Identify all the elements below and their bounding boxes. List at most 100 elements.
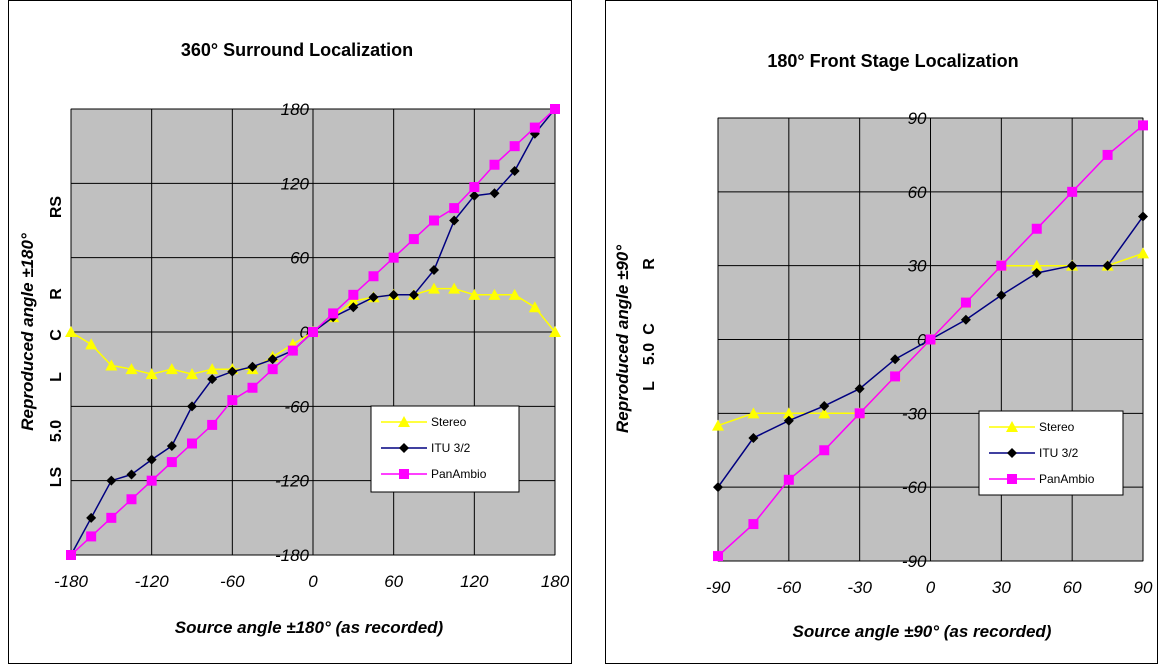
data-point xyxy=(86,531,97,542)
legend-box xyxy=(370,405,520,493)
speaker-label: L xyxy=(48,372,65,382)
data-point xyxy=(819,445,830,456)
data-point xyxy=(1067,186,1078,197)
data-point xyxy=(368,292,379,303)
series-panambio xyxy=(66,104,560,560)
x-tick-label: -60 xyxy=(220,572,245,591)
chart-panel-front-stage: 180° Front Stage Localization 90 60 30 0 -30 -… xyxy=(605,0,1158,664)
data-point xyxy=(165,363,178,375)
data-point xyxy=(429,215,439,226)
x-tick-label: 90 xyxy=(1134,578,1153,597)
y-tick-label: 90 xyxy=(908,109,927,128)
legend-label: PanAmbio xyxy=(431,467,487,481)
data-point xyxy=(388,252,399,263)
data-point xyxy=(1031,223,1042,234)
data-point xyxy=(166,440,177,451)
y-tick-label: 60 xyxy=(908,183,927,202)
legend-label: ITU 3/2 xyxy=(431,441,471,455)
data-point xyxy=(468,288,481,300)
data-point xyxy=(267,354,278,365)
x-tick-label: -60 xyxy=(777,578,802,597)
speaker-label: RS xyxy=(48,196,65,219)
speaker-label: R xyxy=(48,288,65,300)
data-point xyxy=(328,308,339,319)
x-tick-label: -120 xyxy=(135,572,170,591)
data-point xyxy=(1031,268,1042,279)
legend-label: Stereo xyxy=(1039,420,1075,434)
legend: Stereo ITU 3/2 PanAmbio xyxy=(370,405,520,493)
data-point xyxy=(126,469,137,480)
legend-label: Stereo xyxy=(431,415,467,429)
data-point xyxy=(1138,211,1148,222)
data-point xyxy=(890,354,901,365)
data-point xyxy=(388,289,399,300)
data-point xyxy=(65,326,77,337)
data-point xyxy=(125,363,138,375)
data-point xyxy=(783,415,794,426)
data-point xyxy=(287,345,298,356)
y-tick-label: 60 xyxy=(290,249,309,268)
surround-chart: 360° Surround Localization 180 120 60 0 -60 -1… xyxy=(18,40,570,637)
data-point xyxy=(818,407,831,419)
data-point xyxy=(86,512,97,523)
legend-marker xyxy=(398,416,410,427)
data-point xyxy=(1102,260,1113,271)
y-tick-label: -60 xyxy=(902,478,927,497)
data-point xyxy=(549,326,561,337)
data-point xyxy=(428,282,440,294)
data-point xyxy=(348,302,359,313)
data-point xyxy=(508,288,521,300)
legend-label: PanAmbio xyxy=(1039,472,1095,486)
data-point xyxy=(207,419,218,430)
data-point xyxy=(126,494,137,505)
data-point xyxy=(782,407,795,419)
data-point xyxy=(925,334,936,345)
x-tick-label: -180 xyxy=(54,572,89,591)
data-point xyxy=(247,382,258,393)
data-point xyxy=(186,368,198,380)
x-axis-title: Source angle ±90° (as recorded) xyxy=(793,622,1052,641)
legend-marker xyxy=(399,469,409,479)
x-tick-label: 0 xyxy=(926,578,936,597)
data-point xyxy=(528,301,541,313)
data-point xyxy=(308,327,318,337)
data-point xyxy=(207,374,218,385)
data-point xyxy=(489,188,500,199)
legend-label: ITU 3/2 xyxy=(1039,446,1079,460)
data-point xyxy=(105,359,118,371)
data-point xyxy=(106,475,117,486)
data-point xyxy=(449,203,460,214)
data-point xyxy=(1067,260,1078,271)
series-panambio xyxy=(713,120,1148,562)
data-point xyxy=(348,289,359,300)
data-point xyxy=(748,432,759,443)
data-point xyxy=(960,314,971,325)
speaker-label: C xyxy=(48,329,65,341)
chart-title: 180° Front Stage Localization xyxy=(767,51,1018,71)
legend-marker xyxy=(1007,448,1017,458)
data-point xyxy=(429,265,439,276)
speaker-label: 5.0 xyxy=(48,420,65,442)
y-tick-label: -30 xyxy=(902,404,927,423)
data-point xyxy=(529,122,540,133)
x-tick-label: 60 xyxy=(384,572,403,591)
speaker-label: L xyxy=(641,381,658,391)
data-point xyxy=(783,474,794,485)
data-point xyxy=(747,407,760,419)
y-tick-label: -180 xyxy=(275,546,310,565)
speaker-label: LS xyxy=(48,466,65,487)
chart-title: 360° Surround Localization xyxy=(181,40,413,60)
x-axis-title: Source angle ±180° (as recorded) xyxy=(175,618,444,637)
speaker-label: R xyxy=(641,258,658,270)
data-point xyxy=(1030,259,1043,271)
data-point xyxy=(408,289,419,300)
x-tick-label: -30 xyxy=(847,578,872,597)
data-point xyxy=(488,288,501,300)
data-point xyxy=(85,338,98,350)
data-point xyxy=(996,260,1007,271)
x-tick-label: 60 xyxy=(1063,578,1082,597)
data-point xyxy=(854,383,865,394)
x-tick-label: 180 xyxy=(541,572,570,591)
data-point xyxy=(368,271,379,282)
data-point xyxy=(996,290,1007,301)
